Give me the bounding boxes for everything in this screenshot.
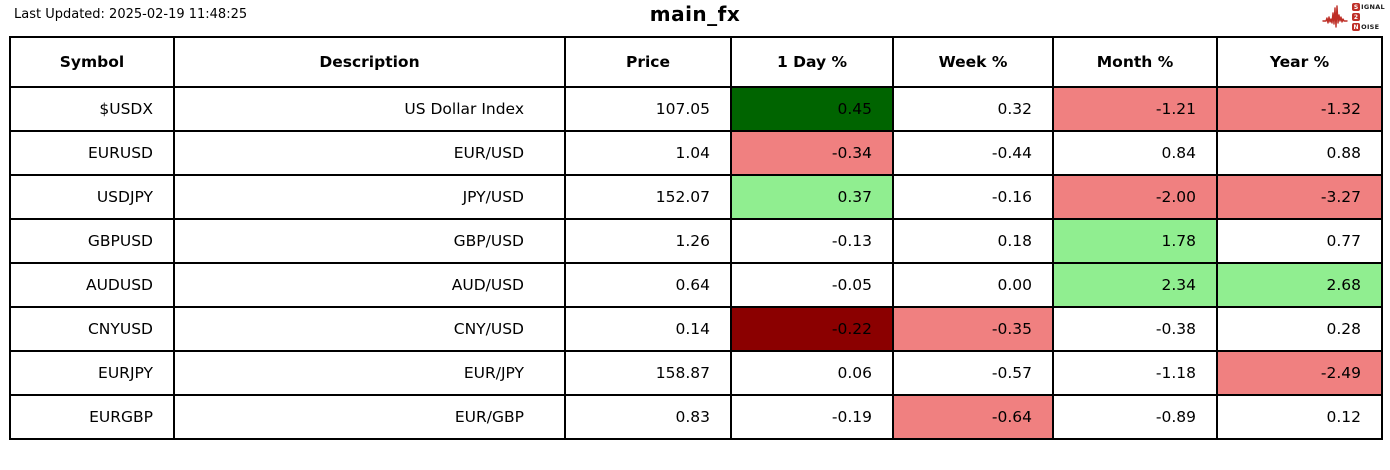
cell-week: 0.00 (892, 262, 1054, 308)
cell-description: EUR/USD (173, 130, 566, 176)
column-header-price: Price (564, 36, 732, 88)
cell-week: -0.35 (892, 306, 1054, 352)
logo-text: S IGNAL 2 N OISE (1352, 2, 1385, 32)
cell-symbol: AUDUSD (9, 262, 175, 308)
cell-1day: 0.45 (730, 86, 894, 132)
cell-1day: -0.22 (730, 306, 894, 352)
cell-year: 0.88 (1216, 130, 1383, 176)
cell-year: 0.28 (1216, 306, 1383, 352)
table-row: EURUSD EUR/USD 1.04 -0.34 -0.44 0.84 0.88 (9, 130, 1383, 176)
cell-description: CNY/USD (173, 306, 566, 352)
cell-symbol: EURGBP (9, 394, 175, 440)
column-header-1day: 1 Day % (730, 36, 894, 88)
column-header-symbol: Symbol (9, 36, 175, 88)
cell-price: 0.64 (564, 262, 732, 308)
cell-month: -0.89 (1052, 394, 1218, 440)
table-row: $USDX US Dollar Index 107.05 0.45 0.32 -1.21-… (9, 86, 1383, 132)
cell-month: -0.38 (1052, 306, 1218, 352)
cell-price: 1.26 (564, 218, 732, 264)
cell-description: GBP/USD (173, 218, 566, 264)
logo-noise-rest: OISE (1361, 23, 1380, 31)
cell-year: 0.77 (1216, 218, 1383, 264)
cell-price: 0.14 (564, 306, 732, 352)
logo-signal-rest: IGNAL (1361, 3, 1385, 11)
cell-month: -2.00 (1052, 174, 1218, 220)
cell-week: -0.44 (892, 130, 1054, 176)
column-header-year: Year % (1216, 36, 1383, 88)
cell-price: 158.87 (564, 350, 732, 396)
cell-month: -1.21 (1052, 86, 1218, 132)
table-row: CNYUSD CNY/USD 0.14 -0.22 -0.35 -0.38 0.28 (9, 306, 1383, 352)
table-row: EURGBP EUR/GBP 0.83 -0.19 -0.64 -0.89 0.12 (9, 394, 1383, 440)
cell-price: 152.07 (564, 174, 732, 220)
fx-table: Symbol Description Price 1 Day % Week % … (9, 36, 1383, 440)
cell-week: -0.16 (892, 174, 1054, 220)
cell-year: -2.49 (1216, 350, 1383, 396)
cell-week: -0.57 (892, 350, 1054, 396)
signal2noise-logo: S IGNAL 2 N OISE (1322, 2, 1385, 32)
cell-year: -3.27 (1216, 174, 1383, 220)
cell-year: 0.12 (1216, 394, 1383, 440)
logo-badge-n: N (1352, 23, 1361, 31)
fx-table-body: $USDX US Dollar Index 107.05 0.45 0.32 -1.21-… (9, 86, 1383, 440)
logo-badge-2: 2 (1352, 13, 1361, 21)
logo-line-signal: S IGNAL (1352, 2, 1385, 12)
cell-1day: -0.34 (730, 130, 894, 176)
logo-badge-s: S (1352, 3, 1361, 11)
cell-1day: 0.37 (730, 174, 894, 220)
column-header-month: Month % (1052, 36, 1218, 88)
seismic-waveform-icon (1322, 5, 1348, 28)
cell-month: -1.18 (1052, 350, 1218, 396)
header-row: Symbol Description Price 1 Day % Week % … (9, 36, 1383, 88)
cell-year: 2.68 (1216, 262, 1383, 308)
cell-description: US Dollar Index (173, 86, 566, 132)
last-updated-timestamp: Last Updated: 2025-02-19 11:48:25 (14, 7, 248, 22)
cell-month: 1.78 (1052, 218, 1218, 264)
cell-symbol: USDJPY (9, 174, 175, 220)
cell-symbol: EURUSD (9, 130, 175, 176)
cell-symbol: GBPUSD (9, 218, 175, 264)
cell-symbol: EURJPY (9, 350, 175, 396)
cell-description: EUR/GBP (173, 394, 566, 440)
cell-1day: -0.13 (730, 218, 894, 264)
cell-1day: 0.06 (730, 350, 894, 396)
page-title: main_fx (649, 2, 741, 26)
cell-description: AUD/USD (173, 262, 566, 308)
cell-symbol: CNYUSD (9, 306, 175, 352)
column-header-description: Description (173, 36, 566, 88)
cell-month: 2.34 (1052, 262, 1218, 308)
cell-week: -0.64 (892, 394, 1054, 440)
cell-year: -1.32 (1216, 86, 1383, 132)
table-row: AUDUSD AUD/USD 0.64 -0.05 0.00 2.34 2.68 (9, 262, 1383, 308)
table-row: EURJPY EUR/JPY 158.87 0.06 -0.57 -1.18 -2.49 (9, 350, 1383, 396)
cell-price: 1.04 (564, 130, 732, 176)
table-row: USDJPY JPY/USD 152.07 0.37 -0.16 -2.00 -3.27 (9, 174, 1383, 220)
cell-price: 107.05 (564, 86, 732, 132)
cell-description: EUR/JPY (173, 350, 566, 396)
cell-description: JPY/USD (173, 174, 566, 220)
cell-price: 0.83 (564, 394, 732, 440)
cell-week: 0.32 (892, 86, 1054, 132)
logo-line-2: 2 (1352, 12, 1385, 22)
cell-symbol: $USDX (9, 86, 175, 132)
table-row: GBPUSD GBP/USD 1.26 -0.13 0.18 1.78 0.77 (9, 218, 1383, 264)
cell-week: 0.18 (892, 218, 1054, 264)
cell-1day: -0.19 (730, 394, 894, 440)
cell-month: 0.84 (1052, 130, 1218, 176)
cell-1day: -0.05 (730, 262, 894, 308)
column-header-week: Week % (892, 36, 1054, 88)
logo-line-noise: N OISE (1352, 22, 1385, 32)
